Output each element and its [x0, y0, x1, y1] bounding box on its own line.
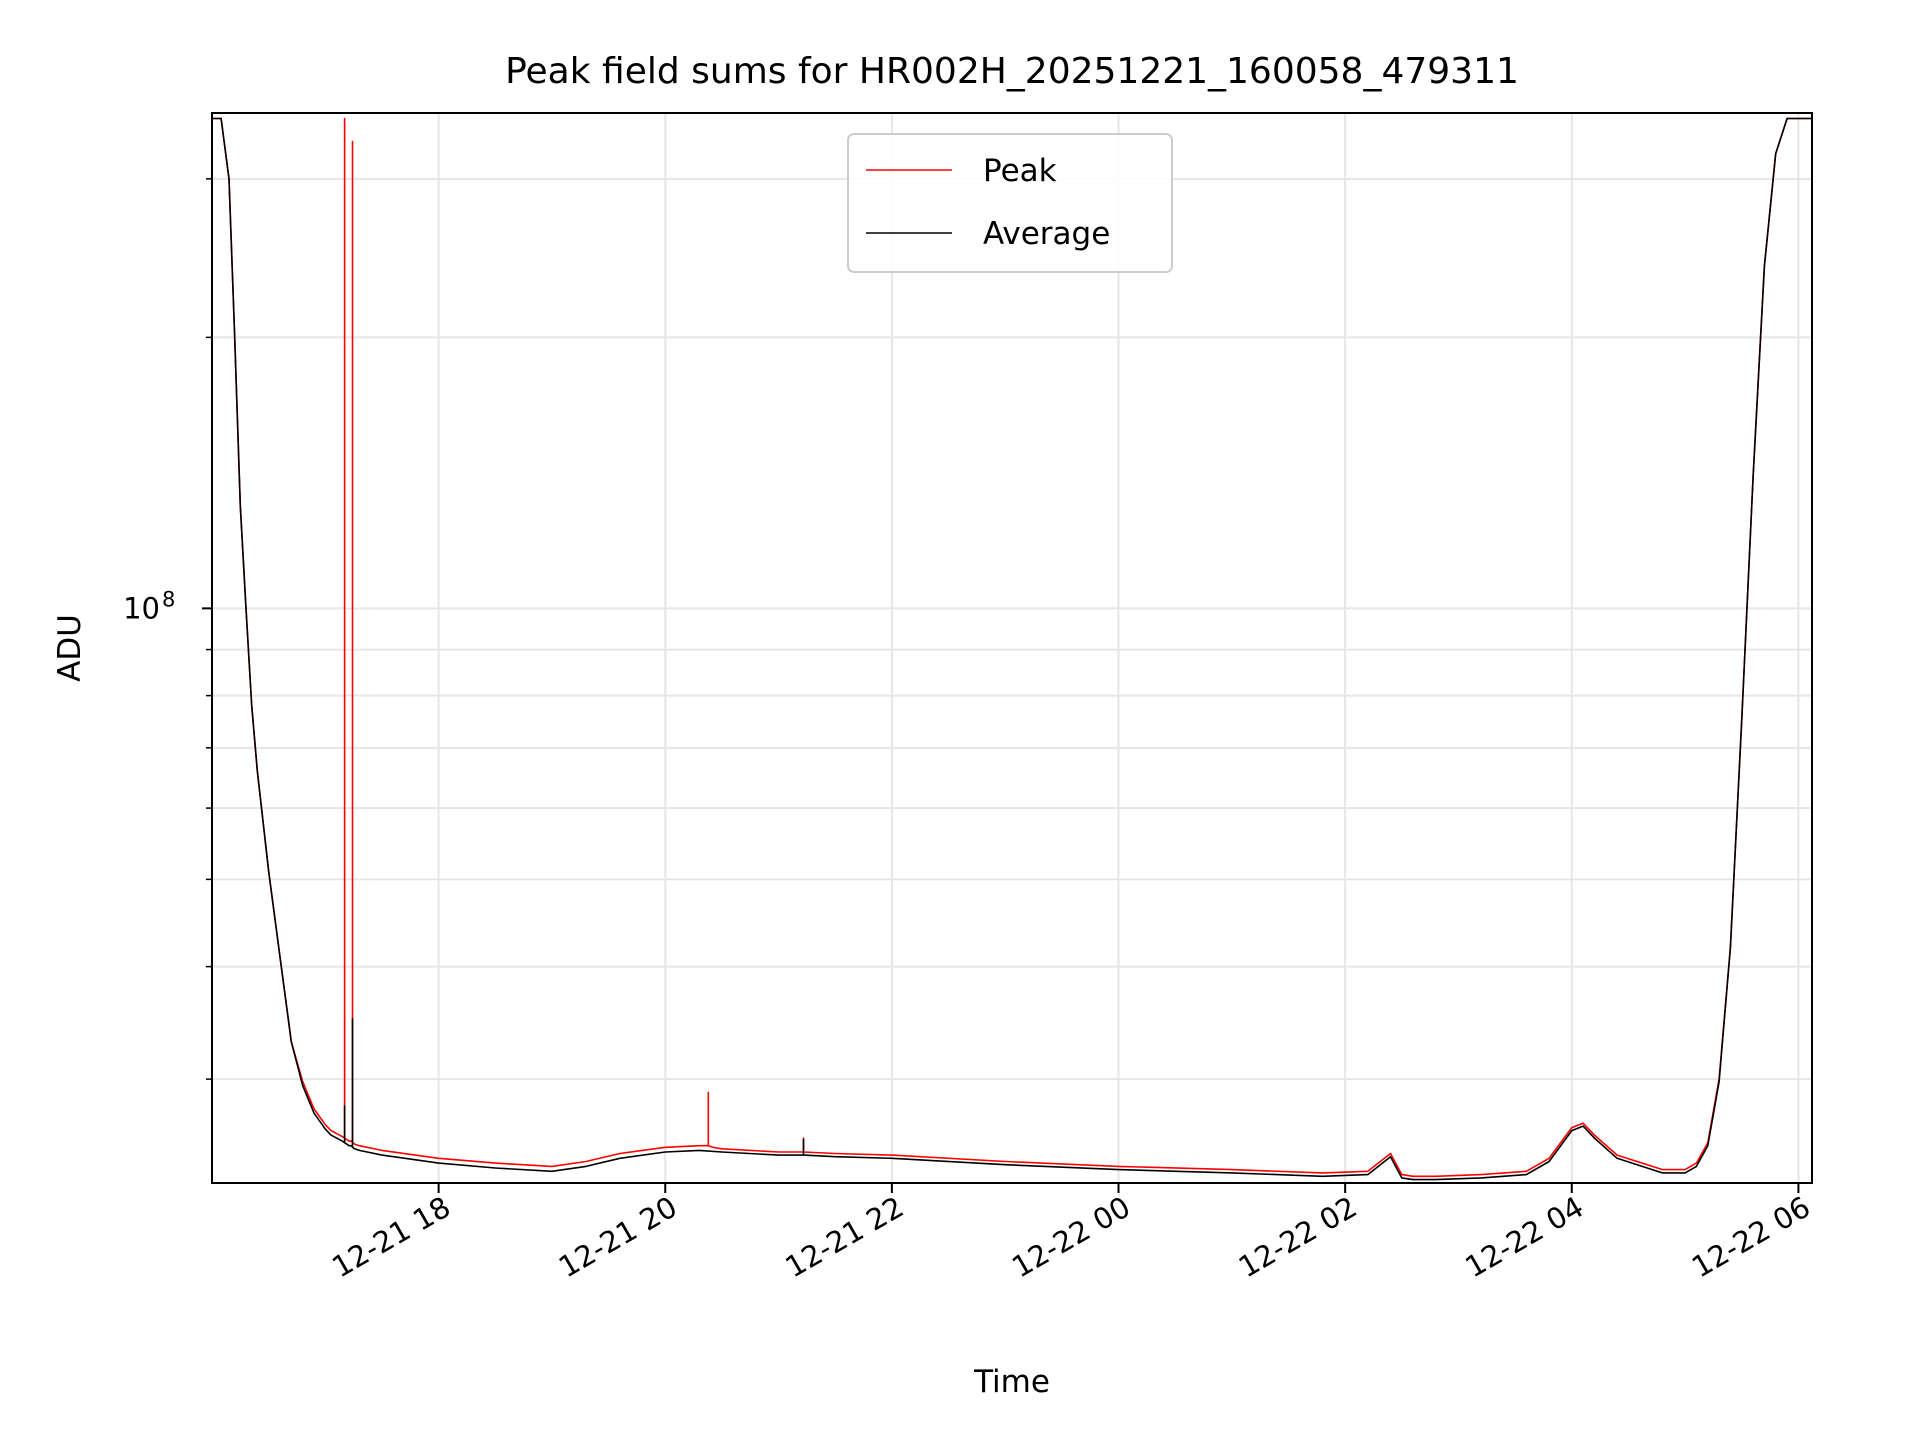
y-axis-label: ADU: [52, 614, 88, 682]
y-tick-exponent: 8: [162, 587, 175, 611]
series-lines: [212, 117, 1812, 1181]
legend-box: [847, 133, 1173, 273]
series-line-peak: [212, 117, 1812, 1178]
legend: Peak Average: [847, 133, 1173, 273]
x-axis-label: Time: [973, 1364, 1050, 1400]
legend-label-average: Average: [983, 216, 1110, 252]
grid: [212, 113, 1812, 1183]
chart-title: Peak field sums for HR002H_20251221_1600…: [505, 51, 1519, 92]
series-line-average: [212, 117, 1812, 1181]
y-tick-label: 10: [123, 591, 160, 625]
legend-label-peak: Peak: [983, 153, 1057, 189]
plot-frame: [211, 112, 1813, 1184]
